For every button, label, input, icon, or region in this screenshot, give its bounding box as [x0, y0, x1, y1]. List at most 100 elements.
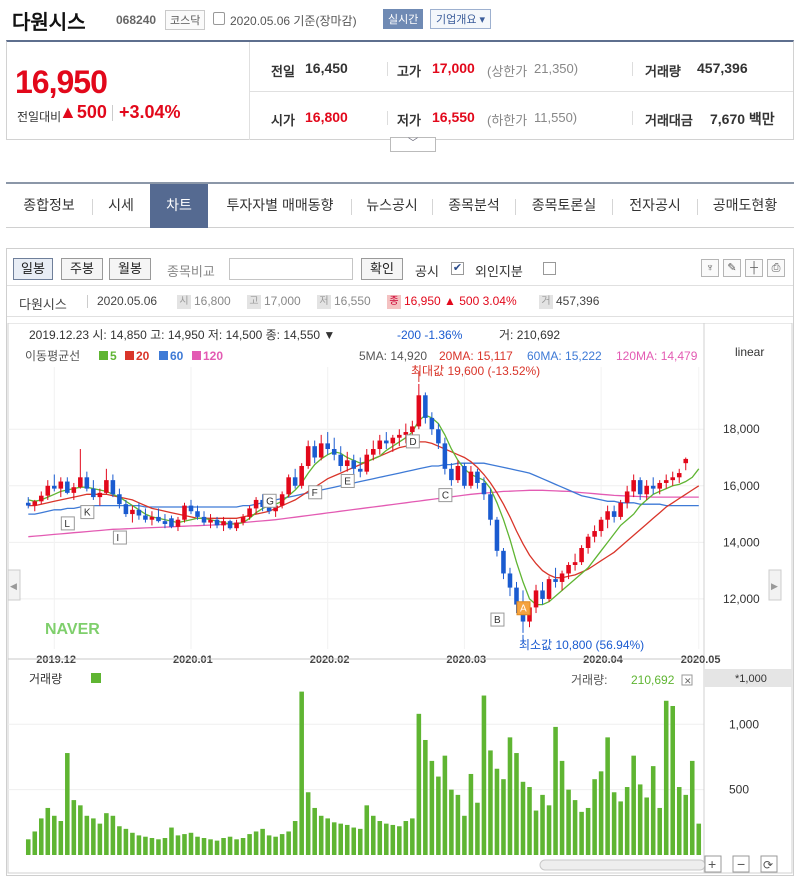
tab-investor-trading[interactable]: 투자자별 매매동향	[226, 197, 334, 213]
monthly-button[interactable]: 월봉	[109, 258, 151, 280]
chart-scrollbar[interactable]	[539, 859, 706, 871]
volume-bar	[331, 822, 337, 855]
notice-checkbox[interactable]: ✔	[451, 262, 464, 275]
candle-body	[240, 516, 246, 523]
corp-info-dropdown[interactable]: 기업개요 ▾	[430, 9, 492, 29]
weekly-button[interactable]: 주봉	[61, 258, 103, 280]
volume-bar	[91, 818, 96, 855]
pattern-marker-box	[405, 434, 420, 449]
volume-close-button[interactable]	[681, 674, 693, 686]
pattern-marker-label: F	[312, 488, 318, 499]
candle-body	[123, 504, 129, 515]
print-icon[interactable]: ⎙	[767, 259, 785, 277]
candle-body	[227, 521, 233, 529]
scroll-right-button[interactable]	[768, 569, 782, 601]
pattern-marker-box	[340, 473, 355, 488]
volume-bar	[182, 834, 187, 855]
stock-header: 다원시스 068240 코스닥 2020.05.06 기준(장마감) 실시간 기…	[0, 0, 800, 40]
candle-body	[325, 443, 330, 450]
refresh-icon: ⟳	[763, 858, 773, 872]
candle-body	[299, 465, 304, 486]
tab-short-selling[interactable]: 공매도현황	[712, 197, 778, 213]
daily-button[interactable]: 일봉	[13, 258, 53, 280]
candle-body	[403, 432, 409, 435]
pattern-marker-label: E	[344, 476, 351, 487]
pencil-icon[interactable]: ✎	[723, 259, 741, 277]
low-label: 저가	[397, 113, 421, 128]
candle-body	[390, 437, 396, 444]
tab-quotes[interactable]: 시세	[108, 197, 134, 213]
pattern-marker-box	[60, 516, 75, 531]
ma20-line	[28, 441, 700, 579]
x-tick-label: 2020.04	[583, 654, 624, 666]
realtime-button[interactable]: 실시간	[383, 9, 424, 29]
x-tick-label: 2020.01	[173, 654, 213, 666]
plus-icon: +	[708, 856, 716, 872]
pattern-marker-label: G	[266, 496, 274, 507]
indicator-tool-icon[interactable]: ♆	[701, 259, 719, 277]
volume-bar	[494, 768, 500, 855]
volume-bar	[429, 760, 435, 855]
volume-bar	[208, 839, 213, 855]
tab-analysis[interactable]: 종목분석	[448, 197, 500, 213]
volume-bar	[657, 807, 662, 855]
volume-bar	[71, 800, 77, 855]
tab-bar: 종합정보 시세 차트 투자자별 매매동향 뉴스공시 종목분석 종목토론실 전자공…	[6, 182, 794, 228]
volume-bar	[650, 766, 656, 855]
max-annotation: 최대값 19,600 (-13.52%)	[411, 364, 540, 378]
ma120-swatch	[192, 351, 201, 360]
candle-body	[38, 495, 44, 502]
compare-input[interactable]	[229, 258, 353, 280]
candle-body	[338, 454, 344, 466]
candle-body	[156, 516, 161, 522]
volume-bar	[338, 823, 344, 855]
volume-unit: *1,000	[735, 673, 767, 685]
candle-body	[663, 480, 669, 483]
tab-news[interactable]: 뉴스공시	[366, 197, 418, 213]
candle-body	[110, 480, 116, 495]
quote-close: 16,950	[404, 294, 441, 308]
foreign-checkbox[interactable]	[543, 262, 556, 275]
candle-body	[292, 477, 298, 486]
candle-body	[162, 521, 168, 524]
tab-discussion[interactable]: 종목토론실	[531, 197, 597, 213]
expand-toggle-button[interactable]: ﹀	[390, 137, 436, 152]
volume-bar	[579, 811, 584, 855]
candle-body	[611, 511, 617, 517]
candle-body	[475, 471, 480, 483]
scroll-left-button[interactable]	[7, 569, 21, 601]
volume-bar	[312, 807, 317, 855]
volume-bar	[696, 823, 702, 855]
tab-disclosure[interactable]: 전자공시	[629, 197, 681, 213]
change-value: ▲500	[59, 102, 107, 122]
pattern-marker-box	[516, 601, 531, 616]
confirm-button[interactable]: 확인	[361, 258, 403, 280]
volume-bar	[130, 832, 135, 855]
volume-bar	[475, 802, 480, 855]
reset-button[interactable]	[760, 855, 778, 873]
volume-bar	[585, 807, 591, 855]
volume-bar	[455, 794, 461, 855]
open-label: 시가	[271, 113, 295, 128]
volume-bar	[325, 818, 330, 855]
volume-bar	[481, 695, 487, 855]
candle-body	[71, 487, 77, 493]
volume-bar	[143, 836, 148, 855]
naver-watermark: NAVER	[45, 621, 100, 638]
candle-body	[585, 536, 591, 549]
tab-overview[interactable]: 종합정보	[23, 197, 75, 213]
crosshair-icon[interactable]: ┼	[745, 259, 763, 277]
prev-value: 16,450	[305, 60, 348, 76]
candle-body	[501, 550, 506, 574]
volume-bar	[351, 827, 357, 855]
tab-chart[interactable]: 차트	[150, 184, 208, 228]
stock-chart[interactable]: 12,000 14,000 16,000 18,000 500 1,000 2019.12 2…	[7, 323, 793, 875]
zoom-out-button[interactable]	[732, 855, 750, 873]
zoom-in-button[interactable]	[704, 855, 722, 873]
ma5-swatch	[99, 351, 108, 360]
volume-readout: 210,692	[631, 673, 675, 687]
quote-high: 17,000	[264, 294, 301, 308]
volume-bar	[136, 835, 142, 855]
divider	[387, 62, 388, 76]
volume-bar	[32, 831, 38, 855]
